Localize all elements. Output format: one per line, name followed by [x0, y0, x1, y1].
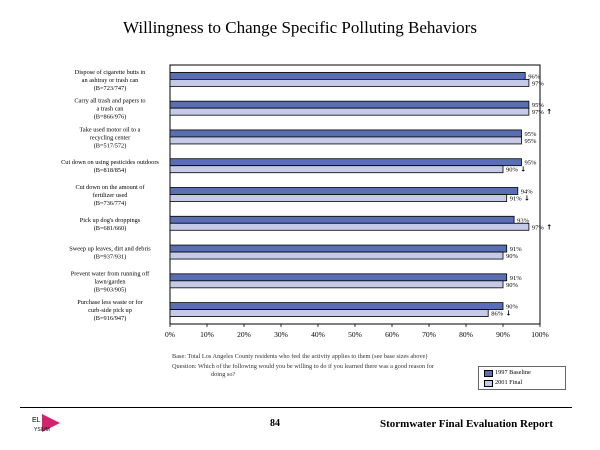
legend-label-baseline: 1997 Baseline [495, 369, 531, 376]
data-label-baseline: 95% [525, 131, 538, 138]
category-label: curb-side pick up [88, 307, 132, 314]
bar-baseline [169, 129, 522, 138]
footer-rule [20, 407, 572, 408]
category-label: (B=818/854) [94, 167, 127, 174]
category-label: (B=937/931) [94, 254, 127, 261]
x-tick-label: 20% [237, 330, 251, 339]
decrease-arrow-icon: ↓ [520, 166, 526, 174]
bar-final [169, 222, 530, 231]
x-tick-label: 70% [422, 330, 436, 339]
footnote-question-line-1: Question: Which of the following would y… [172, 363, 435, 370]
x-tick-label: 10% [200, 330, 214, 339]
category-label: Prevent water from running off [71, 270, 150, 277]
category-label: Cut down on the amount of [75, 184, 145, 191]
x-tick-label: 50% [348, 330, 362, 339]
data-label-final: 86% [491, 311, 504, 318]
bar-final [169, 107, 530, 116]
category-label: (B=736/774) [94, 200, 127, 207]
data-label-final: 97% [532, 80, 545, 87]
category-label: Carry all trash and papers to [74, 98, 145, 105]
x-tick-label: 40% [311, 330, 325, 339]
x-tick-label: 0% [165, 330, 175, 339]
data-label-final: 90% [506, 253, 519, 260]
x-tick-label: 60% [385, 330, 399, 339]
data-label-baseline: 95% [525, 160, 538, 167]
decrease-arrow-icon: ↓ [506, 310, 512, 318]
bar-baseline [169, 100, 530, 109]
category-label: a trash can [97, 106, 125, 113]
data-label-baseline: 91% [510, 246, 523, 253]
bar-final [169, 280, 504, 289]
category-label: Dispose of cigarette butts in [75, 69, 147, 76]
data-label-final: 97% [532, 109, 545, 116]
category-label: Purchase less waste or for [77, 299, 143, 306]
bar-baseline [169, 244, 508, 253]
x-tick-label: 80% [459, 330, 473, 339]
svg-text:EL: EL [32, 417, 41, 424]
bar-baseline [169, 273, 508, 282]
footnote-question-line-2: doing so? [211, 371, 236, 378]
data-label-final: 91% [510, 196, 523, 203]
category-label: (B=517/572) [94, 142, 127, 149]
category-label: Cut down on using pesticides outdoors [61, 159, 159, 166]
data-label-final: 90% [506, 167, 519, 174]
category-label: Take used motor oil to a [80, 126, 141, 133]
category-label: an ashtray or trash can [82, 77, 139, 84]
data-label-final: 95% [525, 138, 538, 145]
category-label: lawn/garden [94, 278, 126, 285]
increase-arrow-icon: ↑ [546, 223, 552, 231]
bar-final [169, 194, 508, 202]
legend-swatch-final [484, 380, 493, 387]
bar-baseline [169, 158, 522, 167]
bar-baseline [169, 302, 504, 311]
data-label-final: 97% [532, 224, 545, 231]
bar-final [169, 136, 522, 145]
category-label: fertilizer used [93, 192, 129, 199]
bar-baseline [169, 71, 526, 80]
bar-final [169, 251, 504, 260]
x-tick-label: 100% [531, 330, 549, 339]
bar-baseline [169, 187, 519, 195]
chart-legend: 1997 Baseline 2001 Final [478, 366, 566, 390]
page-number: 84 [270, 418, 280, 429]
data-label-baseline: 96% [528, 73, 541, 80]
category-label: recycling center [90, 134, 131, 141]
data-label-baseline: 95% [532, 102, 545, 109]
bar-final [169, 78, 530, 87]
data-label-baseline: 91% [510, 275, 523, 282]
x-tick-label: 90% [496, 330, 510, 339]
svg-text:YSIUM: YSIUM [34, 427, 50, 433]
category-label: (B=681/660) [94, 225, 127, 232]
data-label-final: 90% [506, 282, 519, 289]
legend-label-final: 2001 Final [495, 379, 523, 386]
increase-arrow-icon: ↑ [546, 108, 552, 116]
x-tick-label: 30% [274, 330, 288, 339]
footnote-base: Base: Total Los Angeles County residents… [172, 353, 428, 360]
category-label: Sweep up leaves, dirt and debris [69, 246, 151, 253]
chart-title: Willingness to Change Specific Polluting… [123, 18, 477, 37]
category-label: (B=903/905) [94, 286, 127, 293]
data-label-baseline: 90% [506, 304, 519, 311]
legend-swatch-baseline [484, 370, 493, 377]
report-title: Stormwater Final Evaluation Report [380, 418, 554, 430]
bar-final [169, 309, 489, 318]
data-label-baseline: 94% [521, 189, 534, 196]
bar-final [169, 165, 504, 174]
company-logo: EL YSIUM [32, 414, 60, 433]
category-label: (B=916/947) [94, 315, 127, 322]
category-label: (B=723/747) [94, 85, 127, 92]
data-label-baseline: 93% [517, 217, 530, 224]
category-label: (B=866/976) [94, 114, 127, 121]
bar-baseline [169, 215, 515, 224]
decrease-arrow-icon: ↓ [524, 195, 530, 203]
category-label: Pick up dog's droppings [80, 217, 141, 224]
